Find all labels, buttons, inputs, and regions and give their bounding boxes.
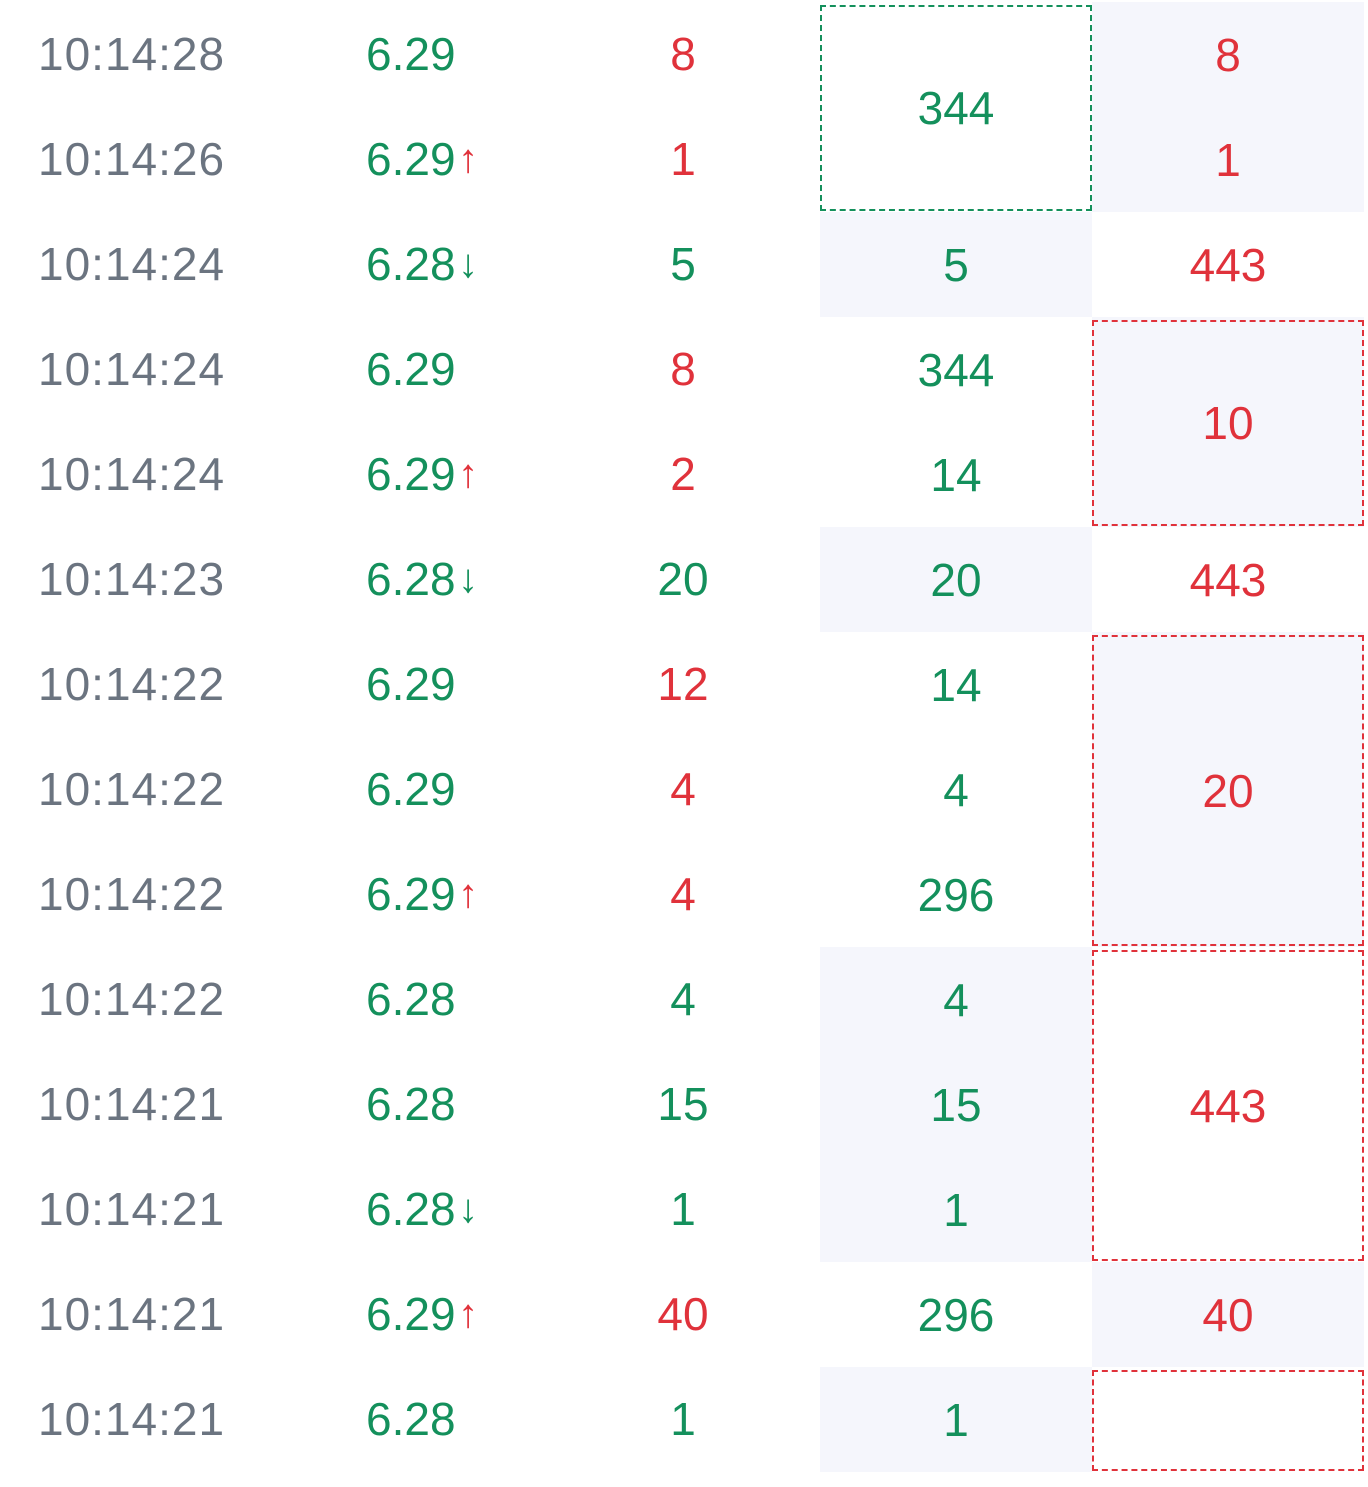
tick-price: 6.29 — [366, 2, 456, 107]
arrow-up-icon: ↑ — [458, 872, 478, 916]
tick-price: 6.28 ↓ — [366, 527, 478, 632]
tick-volume: 1 — [670, 133, 696, 185]
tick-price-value: 6.29 — [366, 868, 456, 920]
tick-price-value: 6.28 — [366, 553, 456, 605]
counter-volume-shade — [1092, 107, 1364, 212]
tick-time: 10:14:24 — [38, 238, 226, 290]
tick-price: 6.29 — [366, 632, 456, 737]
tick-time: 10:14:28 — [38, 28, 226, 80]
tick-time: 10:14:21 — [38, 1078, 226, 1130]
arrow-down-icon: ↓ — [458, 242, 478, 286]
counter-volume-merged-cell: 20 — [1092, 635, 1364, 946]
order-volume-shade — [820, 212, 1092, 317]
tick-price: 6.29 — [366, 317, 456, 422]
tick-volume: 15 — [657, 1078, 709, 1130]
tick-price-value: 6.29 — [366, 448, 456, 500]
counter-volume-merged-cell: 443 — [1092, 950, 1364, 1261]
order-volume-shade — [820, 1367, 1092, 1472]
tick-price: 6.28 — [366, 1052, 456, 1157]
order-volume-cell: 1 — [943, 1183, 969, 1236]
arrow-down-icon: ↓ — [458, 1187, 478, 1231]
tick-volume: 40 — [657, 1288, 709, 1340]
order-volume-cell: 1 — [943, 1393, 969, 1446]
tick-price-value: 6.29 — [366, 1288, 456, 1340]
tick-volume: 8 — [670, 343, 696, 395]
counter-volume-shade — [1092, 2, 1364, 107]
order-volume-cell: 296 — [917, 1288, 995, 1341]
order-volume-shade — [820, 947, 1092, 1052]
tick-time: 10:14:22 — [38, 973, 226, 1025]
tick-volume: 4 — [670, 973, 696, 1025]
order-volume-cell: 4 — [943, 763, 969, 816]
tick-volume: 20 — [657, 553, 709, 605]
tick-time: 10:14:26 — [38, 133, 226, 185]
tick-volume: 12 — [657, 658, 709, 710]
tick-volume: 5 — [670, 238, 696, 290]
tick-price-value: 6.28 — [366, 1078, 456, 1130]
order-volume-shade — [820, 1157, 1092, 1262]
tick-price: 6.28 ↓ — [366, 1157, 478, 1262]
order-volume-cell: 5 — [943, 238, 969, 291]
counter-volume-cell: 1 — [1215, 133, 1241, 186]
tick-price: 6.28 — [366, 947, 456, 1052]
tick-volume: 4 — [670, 868, 696, 920]
tick-price-value: 6.28 — [366, 238, 456, 290]
tick-price: 6.29 ↑ — [366, 1262, 478, 1367]
tick-price: 6.29 ↑ — [366, 107, 478, 212]
tick-price: 6.28 — [366, 1367, 456, 1472]
tick-volume: 1 — [670, 1393, 696, 1445]
tick-volume: 8 — [670, 28, 696, 80]
counter-volume-shade — [1092, 632, 1364, 947]
tick-time: 10:14:24 — [38, 448, 226, 500]
order-volume-cell: 14 — [930, 658, 982, 711]
counter-volume-shade — [1092, 317, 1364, 527]
order-volume-cell: 296 — [917, 868, 995, 921]
tick-price: 6.28 ↓ — [366, 212, 478, 317]
arrow-up-icon: ↑ — [458, 1292, 478, 1336]
tick-time: 10:14:22 — [38, 658, 226, 710]
tick-price-value: 6.28 — [366, 973, 456, 1025]
counter-volume-merged-cell: 10 — [1092, 320, 1364, 526]
arrow-down-icon: ↓ — [458, 557, 478, 601]
order-volume-cell: 20 — [930, 553, 982, 606]
order-volume-shade — [820, 1052, 1092, 1157]
order-volume-cell: 14 — [930, 448, 982, 501]
tick-time: 10:14:21 — [38, 1183, 226, 1235]
counter-volume-cell: 40 — [1202, 1288, 1254, 1341]
tick-price-value: 6.29 — [366, 343, 456, 395]
arrow-up-icon: ↑ — [458, 137, 478, 181]
tick-price-value: 6.29 — [366, 763, 456, 815]
tick-volume: 2 — [670, 448, 696, 500]
order-volume-shade — [820, 527, 1092, 632]
counter-volume-cell: 8 — [1215, 28, 1241, 81]
tick-time: 10:14:22 — [38, 868, 226, 920]
tick-volume: 4 — [670, 763, 696, 815]
tick-price-value: 6.29 — [366, 133, 456, 185]
order-volume-merged-cell: 344 — [820, 5, 1092, 211]
order-volume-cell: 15 — [930, 1078, 982, 1131]
tick-time: 10:14:22 — [38, 763, 226, 815]
tick-time: 10:14:21 — [38, 1393, 226, 1445]
tick-price: 6.29 ↑ — [366, 422, 478, 527]
tick-time: 10:14:24 — [38, 343, 226, 395]
tick-price-value: 6.28 — [366, 1393, 456, 1445]
arrow-up-icon: ↑ — [458, 452, 478, 496]
tick-price: 6.29 ↑ — [366, 842, 478, 947]
tick-time: 10:14:23 — [38, 553, 226, 605]
counter-volume-cell: 443 — [1189, 238, 1267, 291]
counter-volume-cell: 443 — [1189, 553, 1267, 606]
tick-price-value: 6.29 — [366, 28, 456, 80]
order-volume-cell: 344 — [917, 343, 995, 396]
tick-price-value: 6.29 — [366, 658, 456, 710]
counter-volume-shade — [1092, 1262, 1364, 1367]
tick-price: 6.29 — [366, 737, 456, 842]
order-volume-cell: 4 — [943, 973, 969, 1026]
tick-time: 10:14:21 — [38, 1288, 226, 1340]
counter-volume-merged-cell — [1092, 1370, 1364, 1471]
tick-volume: 1 — [670, 1183, 696, 1235]
tick-price-value: 6.28 — [366, 1183, 456, 1235]
